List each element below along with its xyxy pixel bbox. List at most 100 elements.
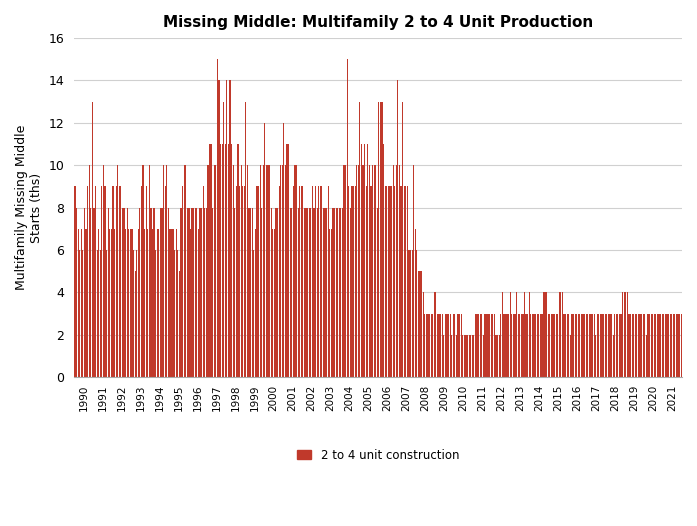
Bar bbox=[242, 186, 243, 377]
Bar bbox=[595, 335, 597, 377]
Bar bbox=[228, 144, 229, 377]
Bar bbox=[620, 313, 622, 377]
Bar bbox=[503, 313, 505, 377]
Bar bbox=[600, 313, 601, 377]
Bar bbox=[169, 229, 171, 377]
Bar bbox=[579, 313, 581, 377]
Bar bbox=[264, 123, 266, 377]
Bar bbox=[484, 313, 486, 377]
Bar bbox=[300, 186, 302, 377]
Bar bbox=[413, 165, 414, 377]
Bar bbox=[114, 229, 115, 377]
Legend: 2 to 4 unit construction: 2 to 4 unit construction bbox=[292, 444, 464, 466]
Bar bbox=[526, 313, 527, 377]
Bar bbox=[223, 102, 224, 377]
Bar bbox=[96, 250, 98, 377]
Bar bbox=[356, 165, 358, 377]
Bar bbox=[598, 313, 599, 377]
Bar bbox=[627, 292, 628, 377]
Bar bbox=[312, 186, 313, 377]
Bar bbox=[181, 208, 182, 377]
Bar bbox=[386, 186, 388, 377]
Bar bbox=[323, 208, 324, 377]
Bar bbox=[358, 165, 359, 377]
Bar bbox=[112, 186, 114, 377]
Bar bbox=[109, 229, 110, 377]
Bar bbox=[432, 313, 434, 377]
Bar bbox=[513, 313, 514, 377]
Bar bbox=[574, 313, 576, 377]
Bar bbox=[450, 313, 451, 377]
Bar bbox=[442, 313, 443, 377]
Bar bbox=[622, 292, 623, 377]
Bar bbox=[209, 144, 210, 377]
Bar bbox=[544, 292, 546, 377]
Bar bbox=[635, 313, 636, 377]
Bar bbox=[193, 208, 194, 377]
Bar bbox=[245, 102, 247, 377]
Bar bbox=[315, 186, 316, 377]
Bar bbox=[351, 186, 353, 377]
Bar bbox=[261, 208, 262, 377]
Bar bbox=[244, 186, 245, 377]
Bar bbox=[537, 313, 538, 377]
Bar bbox=[416, 250, 418, 377]
Bar bbox=[411, 250, 413, 377]
Bar bbox=[328, 186, 329, 377]
Bar bbox=[146, 186, 147, 377]
Bar bbox=[554, 313, 556, 377]
Bar bbox=[518, 313, 519, 377]
Bar bbox=[481, 313, 482, 377]
Bar bbox=[84, 208, 85, 377]
Bar bbox=[194, 208, 196, 377]
Bar bbox=[103, 165, 104, 377]
Bar bbox=[560, 292, 562, 377]
Bar bbox=[370, 186, 372, 377]
Bar bbox=[673, 313, 674, 377]
Bar bbox=[461, 313, 462, 377]
Bar bbox=[367, 144, 369, 377]
Bar bbox=[646, 335, 647, 377]
Bar bbox=[508, 313, 510, 377]
Bar bbox=[274, 229, 275, 377]
Bar bbox=[203, 186, 204, 377]
Bar bbox=[122, 208, 123, 377]
Bar bbox=[376, 208, 378, 377]
Bar bbox=[362, 165, 364, 377]
Bar bbox=[486, 313, 487, 377]
Bar bbox=[247, 165, 248, 377]
Bar bbox=[369, 165, 370, 377]
Bar bbox=[452, 313, 454, 377]
Bar bbox=[259, 165, 261, 377]
Bar bbox=[95, 186, 96, 377]
Bar bbox=[372, 165, 373, 377]
Bar bbox=[183, 165, 185, 377]
Bar bbox=[581, 313, 582, 377]
Bar bbox=[665, 313, 666, 377]
Bar bbox=[456, 335, 457, 377]
Bar bbox=[256, 186, 258, 377]
Bar bbox=[158, 229, 160, 377]
Bar bbox=[381, 102, 383, 377]
Bar bbox=[631, 313, 633, 377]
Bar bbox=[516, 292, 517, 377]
Bar bbox=[611, 313, 612, 377]
Bar bbox=[473, 335, 475, 377]
Bar bbox=[408, 250, 410, 377]
Bar bbox=[291, 208, 293, 377]
Bar bbox=[252, 208, 253, 377]
Bar bbox=[147, 229, 148, 377]
Bar bbox=[462, 335, 464, 377]
Bar bbox=[590, 313, 592, 377]
Bar bbox=[670, 313, 671, 377]
Bar bbox=[130, 229, 131, 377]
Bar bbox=[155, 250, 156, 377]
Bar bbox=[127, 208, 128, 377]
Bar bbox=[454, 313, 455, 377]
Bar bbox=[82, 250, 84, 377]
Bar bbox=[107, 208, 109, 377]
Bar bbox=[283, 123, 284, 377]
Bar bbox=[385, 186, 386, 377]
Bar bbox=[166, 165, 167, 377]
Bar bbox=[530, 313, 531, 377]
